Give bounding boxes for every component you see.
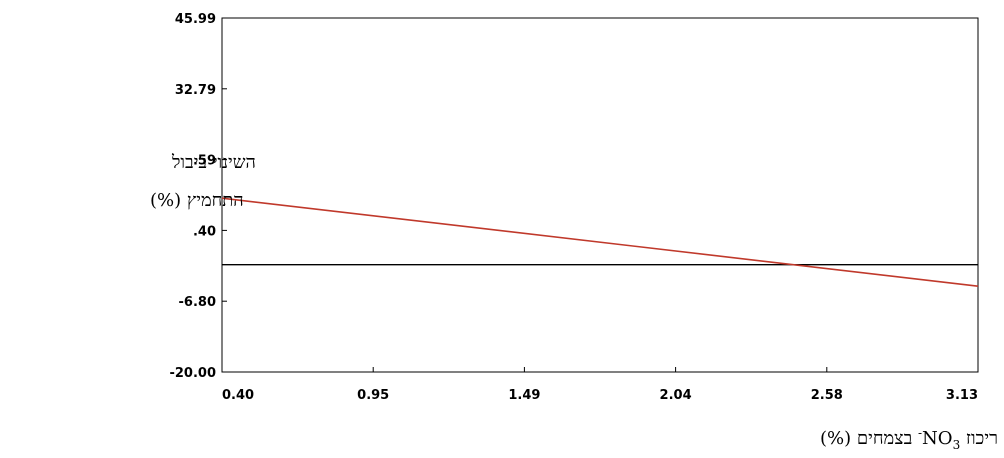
plot-frame xyxy=(221,17,979,373)
y-axis-label-line-1: השינוי ביבול xyxy=(171,152,256,173)
y-tick-label: -20.00 xyxy=(169,366,216,381)
x-tick-label: 3.13 xyxy=(946,388,978,403)
x-tick-label: 2.58 xyxy=(811,388,843,403)
y-axis-ticks: -20.00 -6.80 .40 .59 32.79 45.99 xyxy=(169,12,227,381)
y-tick-label: .40 xyxy=(193,224,216,239)
y-tick-label: .59 xyxy=(193,154,216,169)
y-axis-label-line-2: התחמיץ (%) xyxy=(150,190,244,211)
x-tick-label: 0.40 xyxy=(222,388,254,403)
x-axis-ticks: 0.40 0.95 1.49 2.04 2.58 3.13 xyxy=(221,367,979,403)
y-tick-label: 32.79 xyxy=(175,83,216,98)
y-tick-label: -6.80 xyxy=(179,295,216,310)
x-axis-label-sup: - xyxy=(918,426,922,440)
x-axis-label-sub: 3 xyxy=(953,438,961,452)
x-axis-label-chem: NO xyxy=(922,428,953,449)
x-axis-label-suffix: בצמחים (%) xyxy=(820,428,918,449)
x-axis-label: ריכוז NO3 - בצמחים (%) xyxy=(820,426,998,452)
x-tick-label: 0.95 xyxy=(357,388,389,403)
series-line xyxy=(221,197,979,287)
series-group xyxy=(221,197,979,287)
x-axis-label-prefix: ריכוז xyxy=(960,428,998,449)
x-tick-label: 2.04 xyxy=(660,388,692,403)
x-tick-label: 1.49 xyxy=(508,388,540,403)
y-tick-label: 45.99 xyxy=(175,12,216,27)
